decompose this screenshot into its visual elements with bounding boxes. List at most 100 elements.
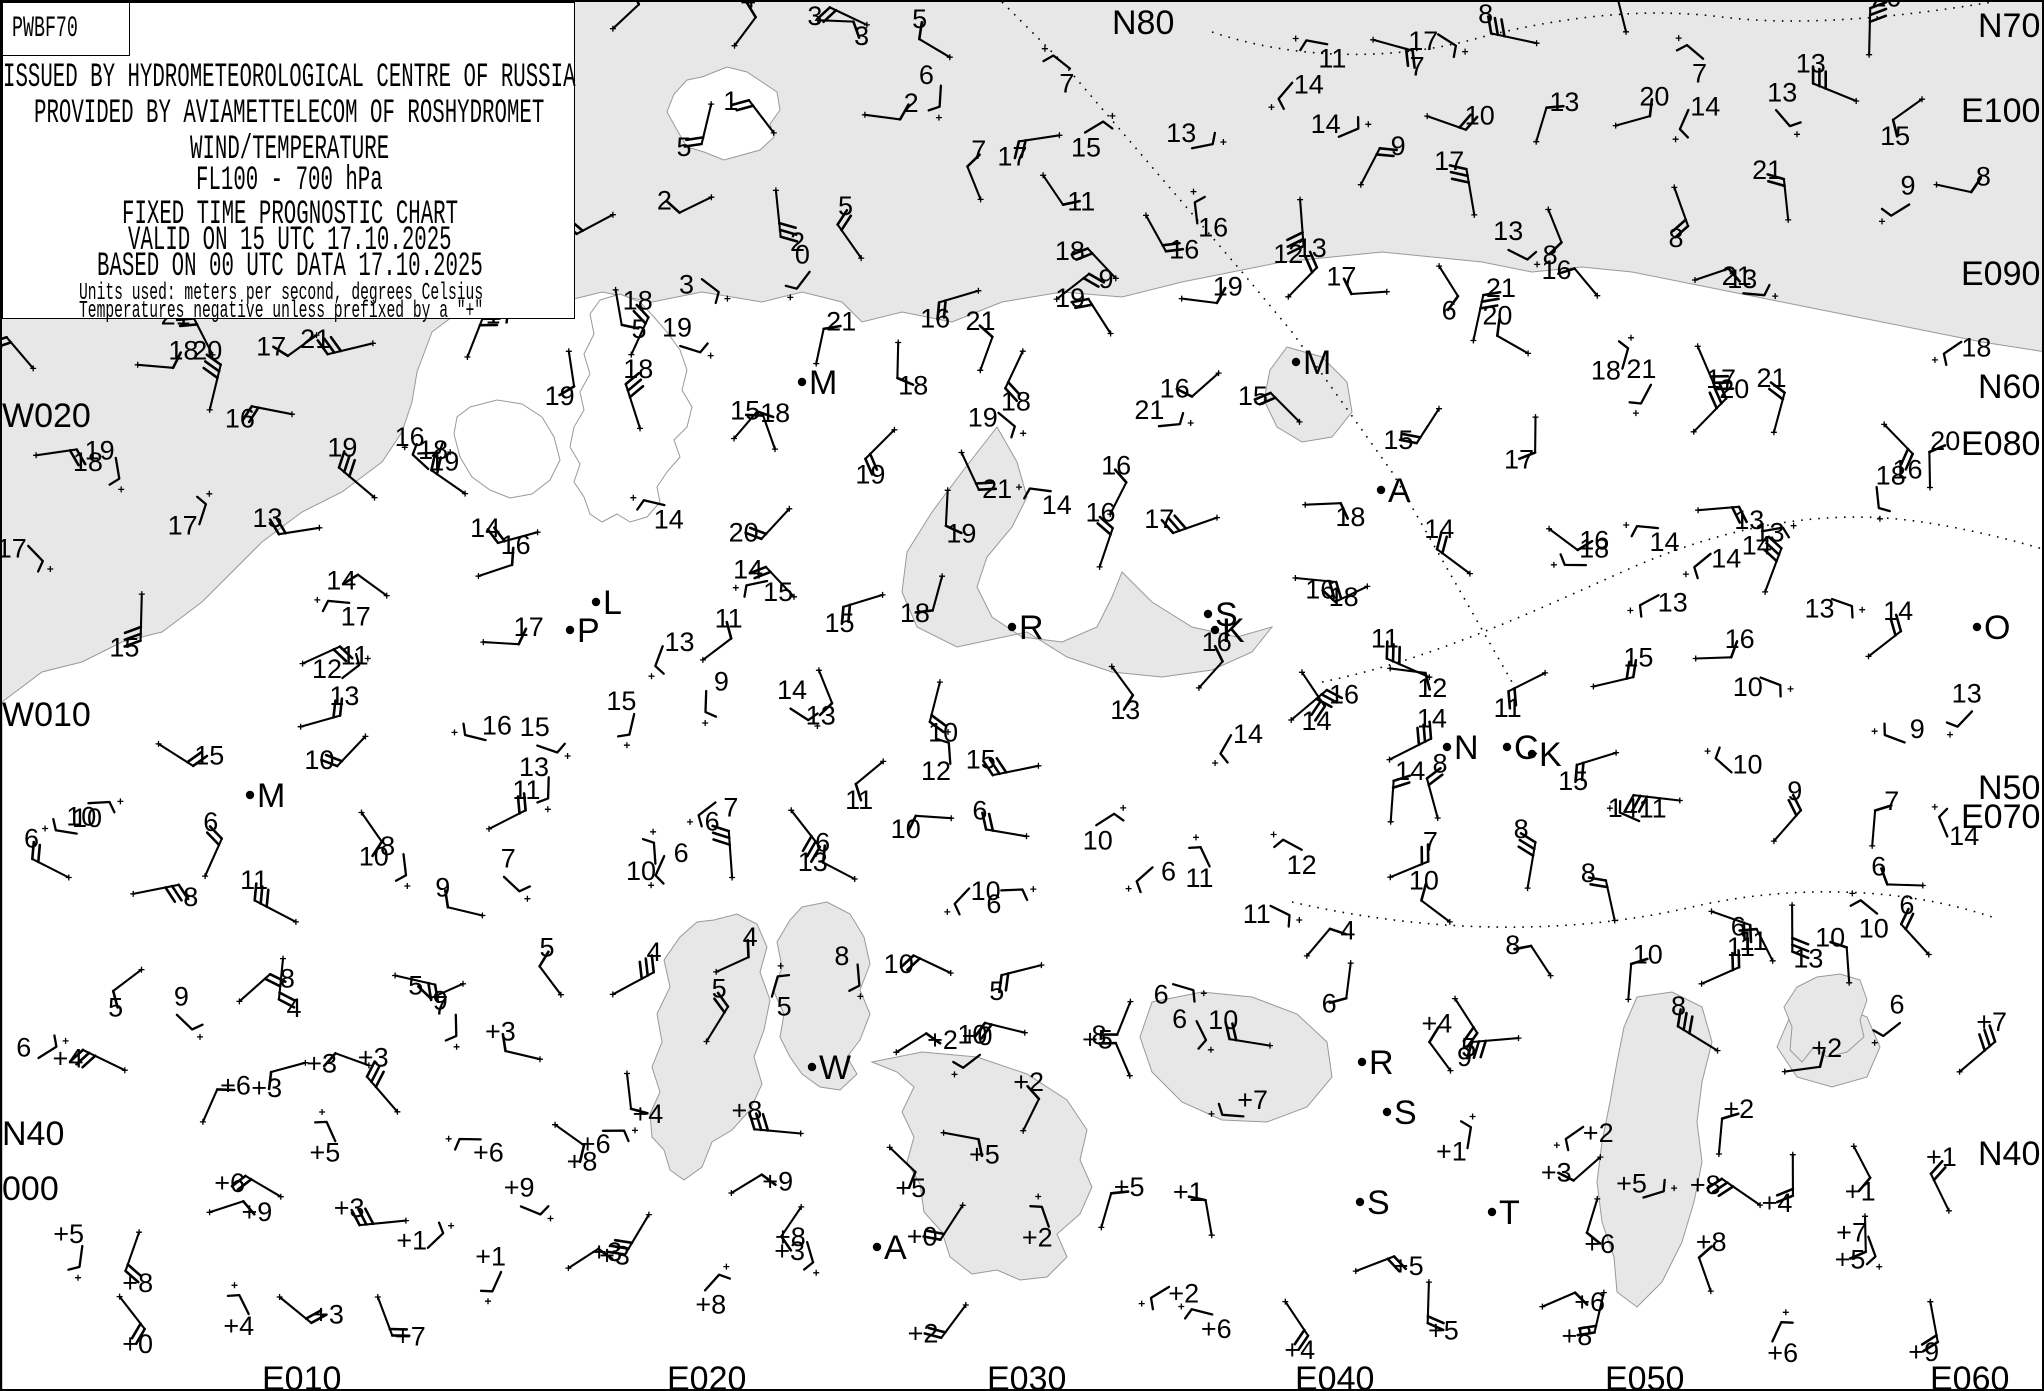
svg-text:+6: +6 [1767, 1338, 1798, 1368]
svg-text:21: 21 [2, 324, 4, 354]
svg-text:+8: +8 [732, 1096, 763, 1126]
svg-text:10: 10 [1859, 913, 1889, 943]
svg-text:5: 5 [989, 976, 1004, 1006]
svg-text:6: 6 [705, 806, 720, 836]
svg-text:5: 5 [712, 974, 727, 1004]
svg-text:11: 11 [240, 865, 268, 895]
svg-text:+4: +4 [53, 1044, 84, 1074]
svg-text:14: 14 [470, 513, 500, 543]
svg-text:8: 8 [1671, 991, 1686, 1021]
svg-text:16: 16 [482, 711, 512, 741]
svg-text:4: 4 [743, 922, 758, 952]
svg-text:21: 21 [300, 324, 330, 354]
svg-text:14: 14 [1649, 527, 1679, 557]
svg-text:7: 7 [1884, 786, 1899, 816]
svg-text:14: 14 [1417, 704, 1447, 734]
svg-text:14: 14 [1711, 543, 1741, 573]
svg-text:15: 15 [606, 686, 636, 716]
svg-text:14: 14 [777, 675, 807, 705]
svg-text:13: 13 [1658, 588, 1688, 618]
svg-text:11: 11 [715, 603, 743, 633]
svg-text:S: S [1367, 1184, 1390, 1222]
svg-text:15: 15 [730, 396, 760, 426]
svg-text:21: 21 [1134, 395, 1164, 425]
svg-text:11: 11 [1494, 693, 1522, 723]
svg-text:K: K [1222, 612, 1245, 650]
svg-text:10: 10 [626, 856, 656, 886]
svg-text:6: 6 [1899, 890, 1914, 920]
svg-text:+8: +8 [1562, 1321, 1593, 1351]
svg-text:+1: +1 [1845, 1176, 1876, 1206]
svg-text:R: R [1019, 609, 1044, 647]
svg-text:18: 18 [1055, 236, 1085, 266]
svg-text:15: 15 [1383, 425, 1413, 455]
svg-text:+7: +7 [1237, 1085, 1268, 1115]
svg-text:+4: +4 [1422, 1008, 1453, 1038]
svg-text:6: 6 [815, 827, 830, 857]
svg-text:21: 21 [826, 307, 856, 337]
svg-text:14: 14 [733, 555, 763, 585]
svg-text:9: 9 [174, 982, 189, 1012]
svg-text:7: 7 [1059, 68, 1074, 98]
svg-text:11: 11 [845, 785, 873, 815]
svg-text:6: 6 [203, 807, 218, 837]
svg-text:8: 8 [1478, 2, 1493, 29]
svg-text:17: 17 [1706, 364, 1736, 394]
svg-text:+6: +6 [1201, 1314, 1232, 1344]
svg-text:16: 16 [920, 303, 950, 333]
svg-text:15: 15 [109, 632, 139, 662]
svg-text:15: 15 [824, 608, 854, 638]
svg-text:W: W [819, 1049, 851, 1087]
svg-text:17: 17 [1434, 146, 1464, 176]
svg-text:4: 4 [286, 993, 301, 1023]
svg-text:5: 5 [676, 132, 691, 162]
svg-text:16: 16 [225, 403, 255, 433]
svg-text:10: 10 [304, 745, 334, 775]
svg-text:14: 14 [1395, 756, 1425, 786]
svg-text:8: 8 [380, 831, 395, 861]
svg-text:+6: +6 [214, 1168, 245, 1198]
svg-text:13: 13 [1166, 118, 1196, 148]
svg-text:6: 6 [1154, 979, 1169, 1009]
svg-text:6: 6 [1889, 989, 1904, 1019]
svg-text:M: M [1303, 344, 1331, 382]
svg-text:+5: +5 [969, 1140, 1000, 1170]
svg-text:10: 10 [957, 1019, 987, 1049]
svg-text:14: 14 [654, 505, 684, 535]
svg-text:19: 19 [1055, 283, 1085, 313]
svg-text:17: 17 [341, 602, 371, 632]
svg-text:+4: +4 [1762, 1188, 1793, 1218]
svg-text:8: 8 [1581, 858, 1596, 888]
svg-text:8: 8 [1514, 814, 1529, 844]
svg-text:+3: +3 [1541, 1158, 1572, 1188]
svg-text:18: 18 [623, 354, 653, 384]
svg-text:6: 6 [1161, 856, 1176, 886]
svg-text:14: 14 [1424, 514, 1454, 544]
svg-text:16: 16 [1101, 450, 1131, 480]
svg-text:18: 18 [1001, 386, 1031, 416]
svg-text:18: 18 [418, 435, 448, 465]
svg-text:+5: +5 [895, 1173, 926, 1203]
svg-text:10: 10 [1733, 672, 1763, 702]
svg-text:17: 17 [168, 510, 198, 540]
svg-text:17: 17 [1408, 26, 1438, 56]
svg-text:10: 10 [884, 949, 914, 979]
svg-text:+1: +1 [1926, 1142, 1957, 1172]
svg-text:+8: +8 [695, 1290, 726, 1320]
svg-text:16: 16 [1329, 680, 1359, 710]
svg-text:+5: +5 [53, 1219, 84, 1249]
svg-text:10: 10 [1732, 750, 1762, 780]
svg-text:14: 14 [1311, 109, 1341, 139]
svg-text:20: 20 [192, 335, 222, 365]
svg-text:9: 9 [1787, 776, 1802, 806]
svg-text:14: 14 [1042, 490, 1072, 520]
svg-text:17: 17 [1144, 504, 1174, 534]
svg-text:6: 6 [972, 795, 987, 825]
svg-text:13: 13 [1796, 48, 1826, 78]
svg-text:9: 9 [1900, 171, 1915, 201]
svg-text:N: N [1454, 729, 1479, 767]
svg-text:7: 7 [1692, 59, 1707, 89]
svg-text:19: 19 [855, 460, 885, 490]
svg-text:15: 15 [1238, 381, 1268, 411]
svg-text:9: 9 [1391, 131, 1406, 161]
